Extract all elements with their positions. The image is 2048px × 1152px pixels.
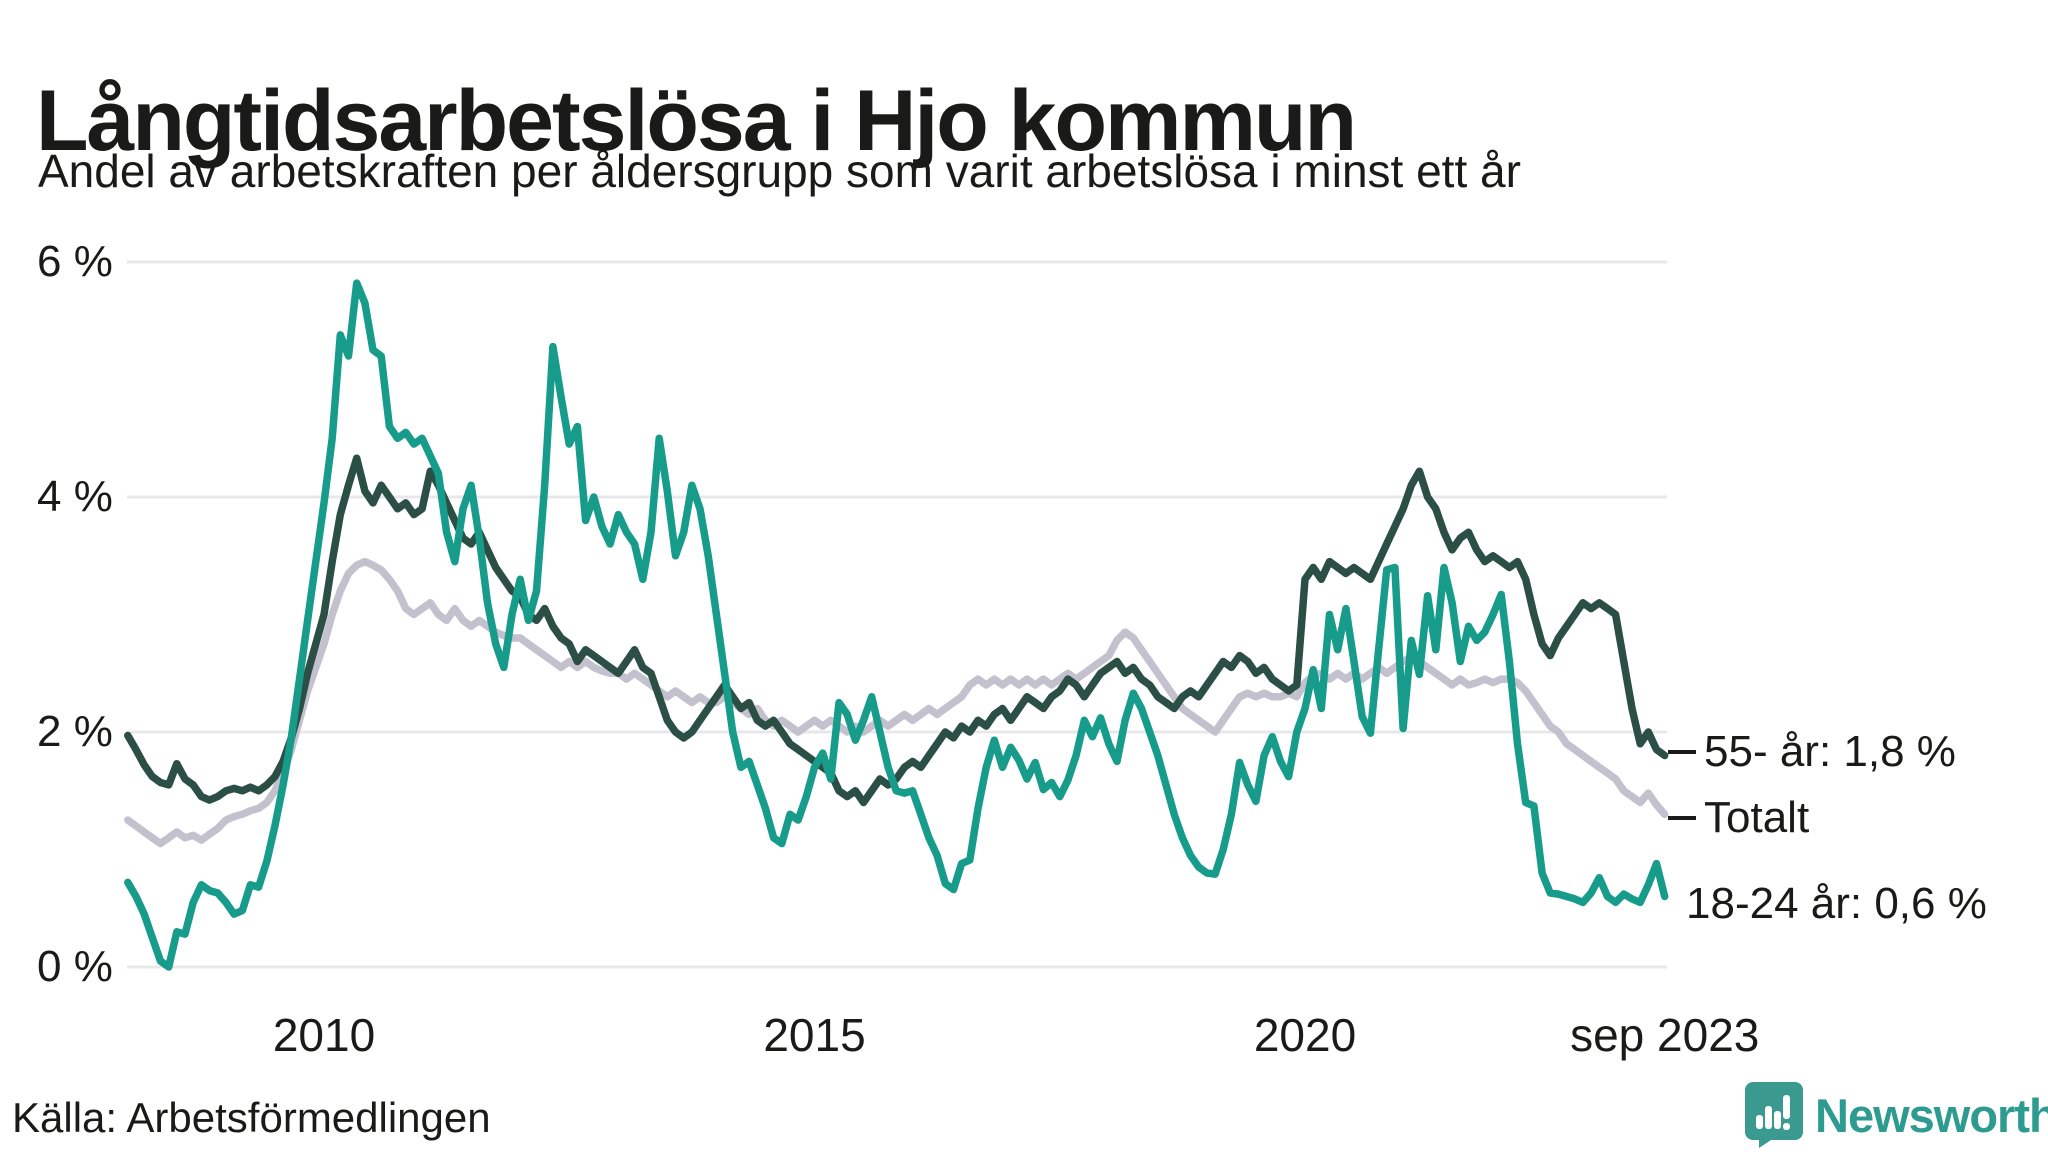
page-title: Långtidsarbetslösa i Hjo kommun xyxy=(36,72,1357,169)
series-label-55-text: 55- år: 1,8 % xyxy=(1704,727,1956,776)
newsworthy-speech-bubble-chart-icon xyxy=(1745,1082,1803,1148)
newsworthy-logo: Newsworthy xyxy=(1745,1082,2048,1148)
line-55-r xyxy=(124,454,1669,807)
x-tick-label: 2010 xyxy=(272,1009,376,1061)
x-tick-label: 2020 xyxy=(1253,1009,1357,1061)
series-label-18-24-text: 18-24 år: 0,6 % xyxy=(1686,879,1987,928)
series-label-55: 55- år: 1,8 % xyxy=(1668,727,1956,777)
series-label-total-text: Totalt xyxy=(1704,793,1810,842)
label-connector-dash xyxy=(1668,816,1696,820)
series-label-total: Totalt xyxy=(1668,793,1809,843)
line-18-24-r xyxy=(124,279,1669,971)
x-tick-label: 2015 xyxy=(763,1009,866,1061)
line-totalt xyxy=(124,557,1669,848)
chart-subtitle: Andel av arbetskraften per åldersgrupp s… xyxy=(38,145,1521,197)
y-tick-label: 6 % xyxy=(37,237,113,286)
y-tick-label: 2 % xyxy=(37,707,113,756)
label-connector-dash xyxy=(1668,750,1696,754)
newsworthy-logo-text: Newsworthy xyxy=(1815,1088,2048,1142)
series-label-18-24: 18-24 år: 0,6 % xyxy=(1686,879,1987,929)
y-tick-label: 0 % xyxy=(37,942,113,991)
x-tick-label: sep 2023 xyxy=(1570,1009,1760,1061)
source-note: Källa: Arbetsförmedlingen xyxy=(12,1094,491,1141)
y-tick-label: 4 % xyxy=(37,472,113,521)
